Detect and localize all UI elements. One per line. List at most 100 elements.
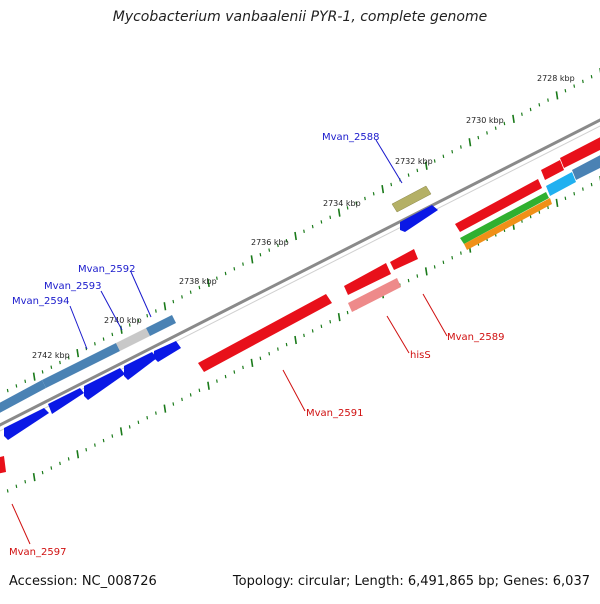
tick-reverse-12	[94, 443, 96, 447]
tick-reverse-10	[76, 450, 80, 459]
gene-blue-a[interactable]	[400, 205, 438, 232]
tick-reverse-21	[172, 402, 175, 406]
gene-mvan-2592[interactable]	[146, 315, 176, 336]
tick-reverse-30	[250, 358, 254, 368]
label-leaders	[11, 139, 448, 545]
tick-forward-63	[538, 103, 541, 107]
tick-forward-16	[128, 323, 131, 327]
gene-hiss[interactable]	[348, 278, 401, 312]
gene-mvan-2591[interactable]	[198, 294, 332, 372]
tick-reverse-64	[547, 205, 549, 210]
gene-mvan-2597[interactable]	[0, 456, 6, 474]
tick-forward-21	[172, 299, 175, 304]
gene-red-c[interactable]	[455, 179, 542, 232]
tick-forward-40	[337, 208, 341, 217]
gene-red-e[interactable]	[560, 132, 600, 168]
tick-forward-53	[451, 149, 454, 154]
label-mvan-2591[interactable]: Mvan_2591	[306, 408, 363, 419]
tick-forward-22	[181, 295, 183, 299]
tick-forward-23	[189, 290, 192, 294]
gene-red-b[interactable]	[344, 263, 391, 295]
gene-labels: Mvan_2588 Mvan_2592 Mvan_2593 Mvan_2594 …	[9, 132, 504, 558]
scale-label-2730: 2730 kbp	[466, 116, 504, 125]
tick-forward-50	[424, 161, 428, 170]
label-hiss[interactable]: hisS	[410, 350, 431, 361]
tick-forward-65	[555, 91, 559, 100]
forward-genes	[0, 185, 438, 440]
tick-forward-33	[277, 243, 279, 248]
label-mvan-2594[interactable]: Mvan_2594	[12, 296, 69, 307]
tick-forward-41	[346, 206, 349, 210]
tick-reverse-35	[294, 335, 297, 345]
gene-blue-f[interactable]	[154, 341, 181, 362]
tick-forward-26	[216, 276, 218, 280]
tick-forward-34	[285, 238, 288, 243]
tick-forward-25	[207, 278, 210, 288]
accession-text: Accession: NC_008726	[9, 574, 157, 589]
tick-forward-51	[433, 159, 436, 163]
tick-forward-67	[573, 84, 576, 88]
tick-forward-13	[102, 337, 105, 341]
label-mvan-2588[interactable]: Mvan_2588	[322, 132, 379, 143]
tick-reverse-26	[216, 379, 218, 383]
tick-reverse-54	[460, 251, 462, 255]
tick-forward-31	[259, 252, 262, 257]
tick-reverse-40	[337, 312, 341, 322]
tick-reverse-13	[102, 438, 105, 443]
tick-reverse-22	[181, 397, 183, 402]
gene-blue-b[interactable]	[4, 408, 49, 440]
tick-forward-68	[582, 79, 584, 84]
gene-green[interactable]	[460, 192, 549, 244]
scale-label-2728: 2728 kbp	[537, 74, 575, 83]
tick-forward-24	[198, 285, 201, 290]
tick-reverse-27	[224, 374, 227, 379]
tick-reverse-19	[155, 411, 157, 415]
tick-reverse-34	[285, 342, 288, 347]
tick-reverse-51	[433, 265, 436, 269]
label-mvan-2589[interactable]: Mvan_2589	[447, 332, 504, 343]
tick-forward-35	[294, 231, 297, 241]
tick-forward-8	[59, 360, 61, 365]
tick-forward-32	[268, 248, 271, 252]
tick-reverse-15	[119, 427, 123, 436]
tick-forward-52	[442, 154, 445, 159]
tick-reverse-25	[207, 381, 210, 390]
tick-forward-36	[303, 229, 305, 234]
gene-grey[interactable]	[116, 328, 150, 351]
tick-reverse-20	[163, 404, 167, 413]
tick-forward-38	[320, 220, 323, 224]
scale-label-2732: 2732 kbp	[395, 157, 433, 166]
gene-orange[interactable]	[464, 198, 552, 250]
gene-blue-e[interactable]	[124, 352, 157, 380]
tick-forward-5	[32, 372, 36, 381]
gene-steel-right[interactable]	[572, 150, 600, 180]
tick-reverse-49	[416, 274, 419, 278]
gene-red-d[interactable]	[541, 160, 564, 180]
gene-mvan-2589[interactable]	[390, 249, 418, 270]
gene-mvan-2593[interactable]	[42, 343, 120, 388]
gene-mvan-2588[interactable]	[391, 185, 432, 213]
tick-reverse-66	[564, 196, 567, 201]
page-title: Mycobacterium vanbaalenii PYR-1, complet…	[112, 9, 488, 25]
tick-forward-43	[364, 196, 366, 201]
tick-reverse-50	[424, 267, 428, 276]
gene-cyan[interactable]	[546, 172, 576, 196]
tick-reverse-37	[311, 329, 314, 333]
gene-mvan-2594[interactable]	[0, 380, 46, 416]
tick-reverse-52	[442, 260, 445, 265]
tick-reverse-39	[329, 319, 332, 324]
label-mvan-2592[interactable]: Mvan_2592	[78, 264, 135, 275]
label-mvan-2593[interactable]: Mvan_2593	[44, 281, 101, 292]
tick-forward-55	[468, 138, 472, 147]
tick-reverse-68	[582, 187, 584, 191]
tick-reverse-31	[259, 356, 262, 361]
tick-forward-56	[477, 135, 480, 140]
tick-reverse-4	[24, 479, 27, 484]
gene-blue-c[interactable]	[48, 388, 84, 414]
tick-forward-66	[564, 88, 567, 93]
tick-forward-57	[486, 131, 488, 135]
tick-forward-9	[67, 356, 70, 360]
scale-ticks-forward	[6, 68, 600, 393]
gene-blue-d[interactable]	[84, 368, 125, 400]
label-mvan-2597[interactable]: Mvan_2597	[9, 547, 66, 558]
